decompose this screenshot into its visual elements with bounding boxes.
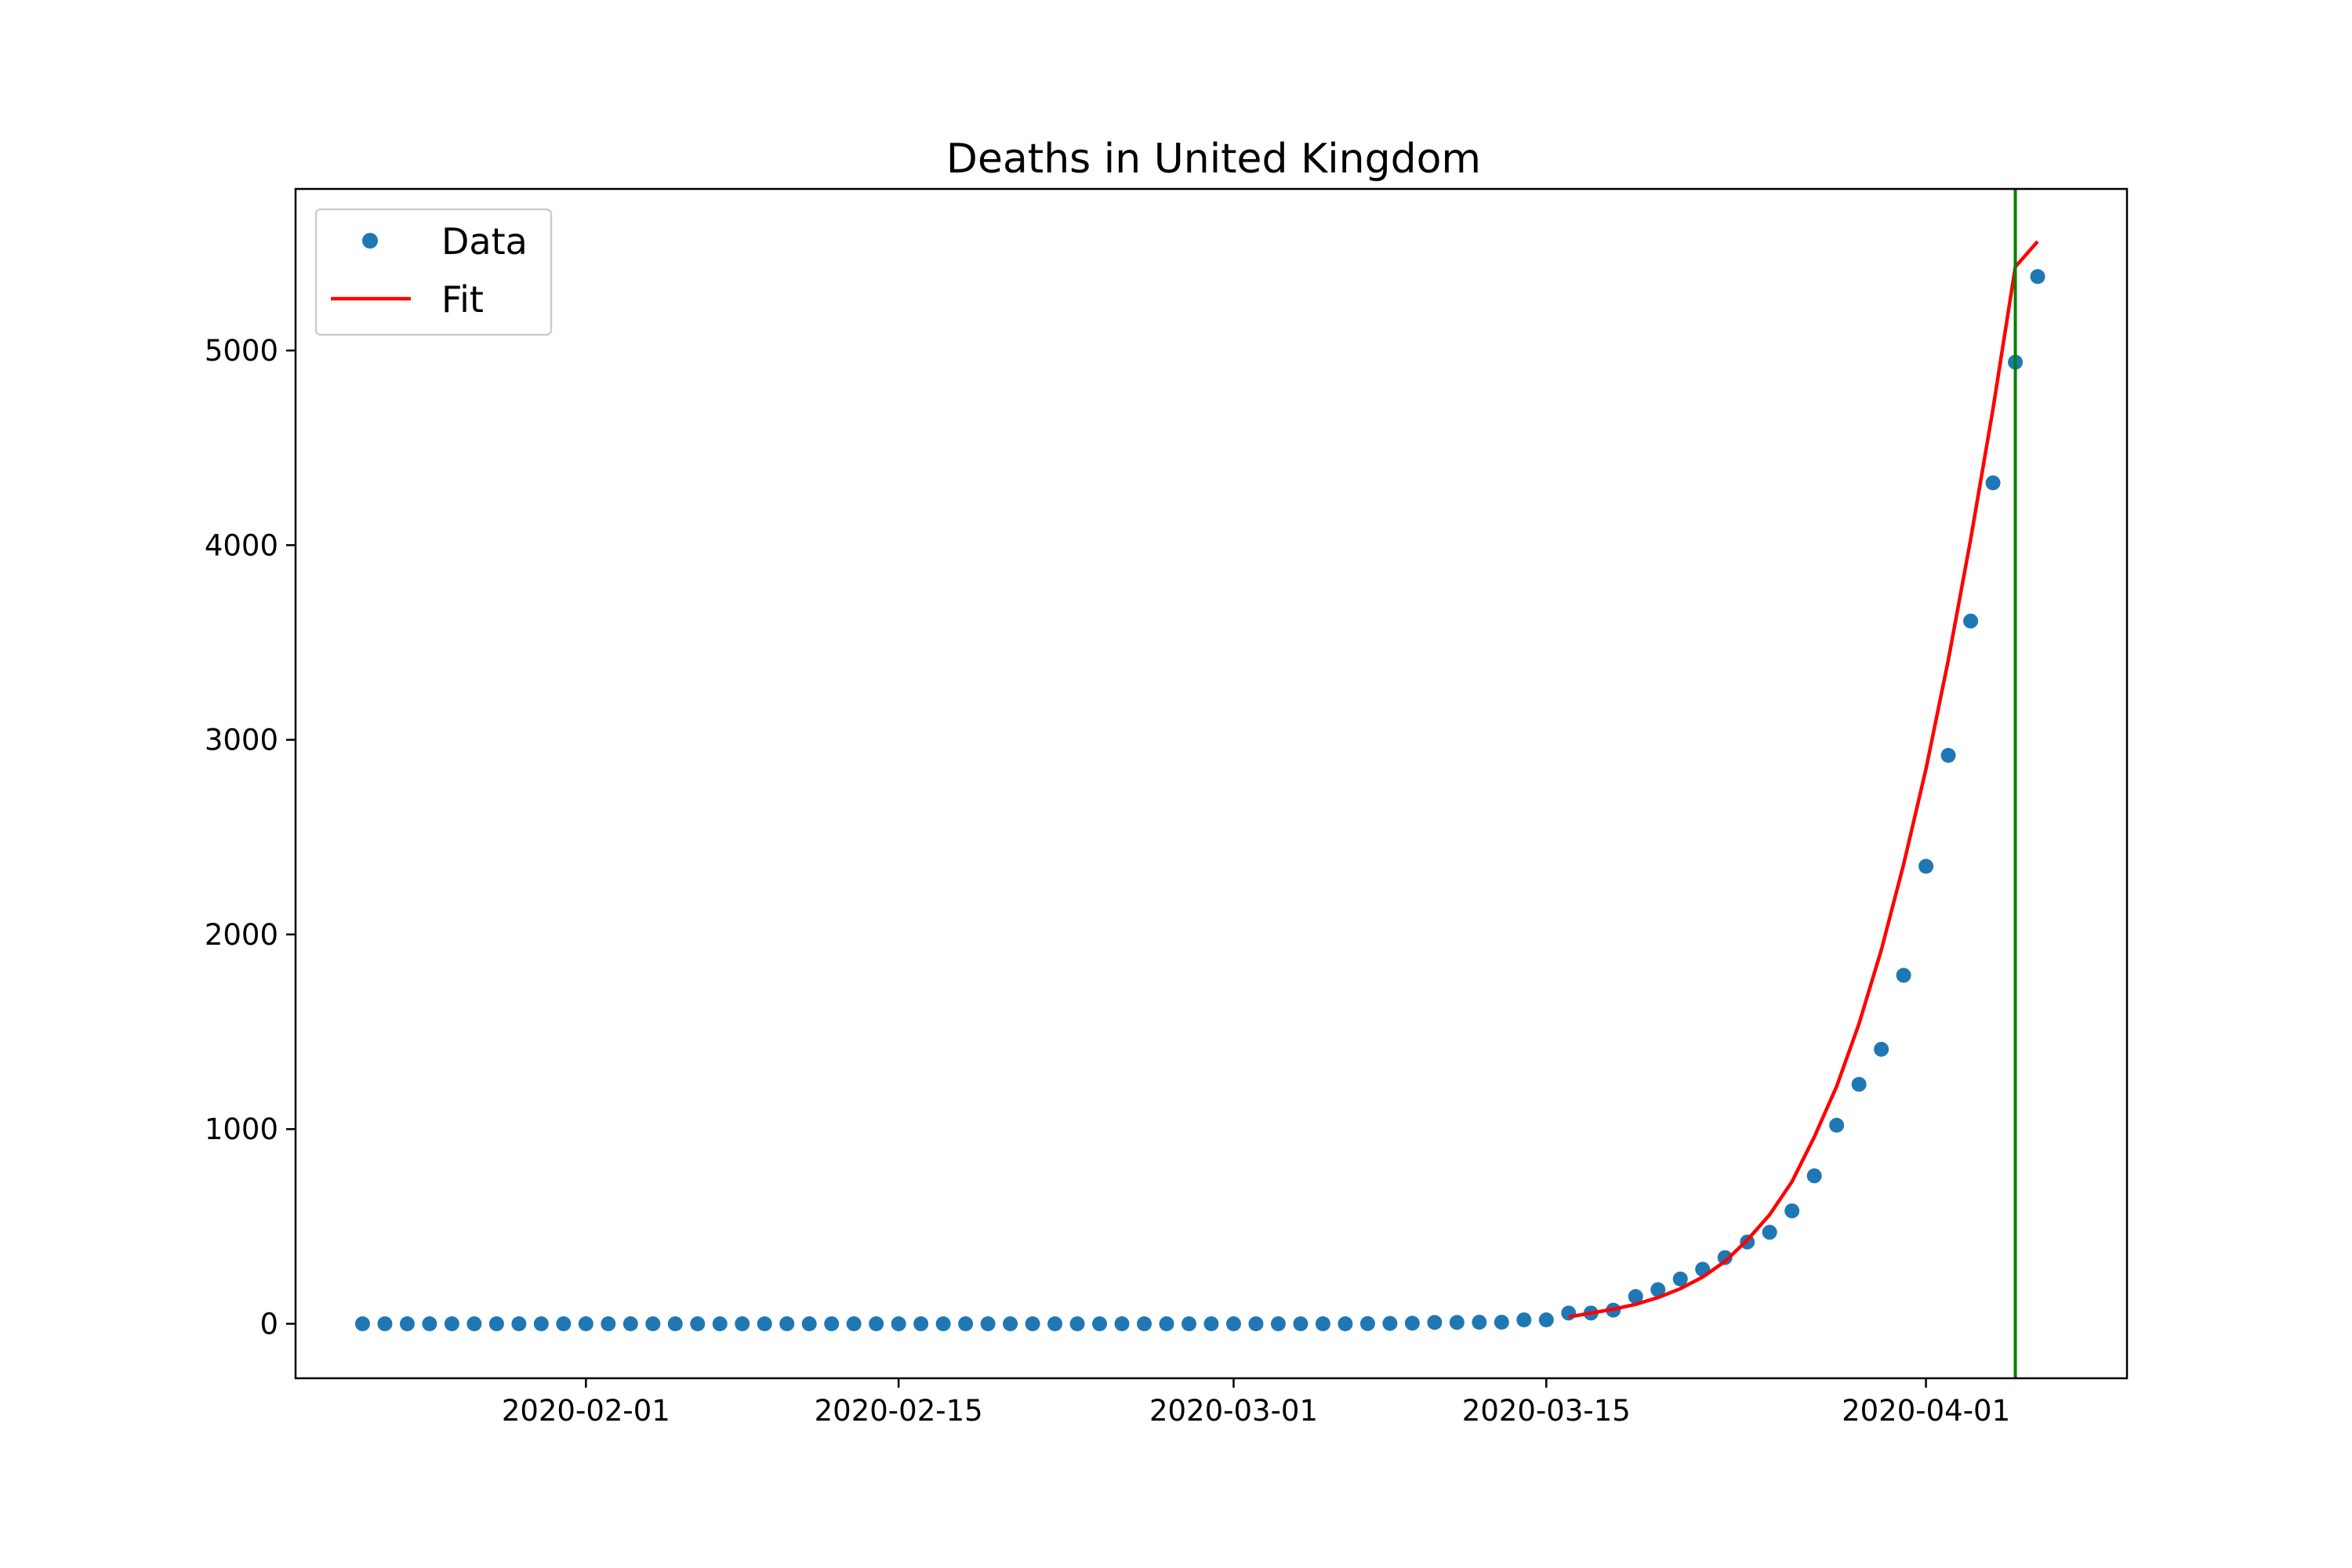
data-point	[466, 1316, 482, 1331]
data-point	[1025, 1316, 1040, 1331]
y-tick-label: 3000	[205, 724, 278, 757]
data-point	[1203, 1316, 1219, 1331]
data-point	[1851, 1076, 1867, 1092]
data-point	[533, 1316, 549, 1331]
data-point	[735, 1316, 750, 1331]
data-point	[1003, 1316, 1018, 1331]
data-point	[1963, 613, 1979, 629]
data-point	[377, 1316, 393, 1331]
data-point	[935, 1316, 951, 1331]
data-point	[801, 1316, 817, 1331]
data-point	[913, 1316, 929, 1331]
fit-line	[1568, 240, 2039, 1319]
data-point	[1449, 1315, 1465, 1330]
data-point	[1874, 1041, 1889, 1057]
x-tick-label: 2020-02-15	[815, 1394, 983, 1428]
axes-frame	[294, 187, 2129, 1380]
data-point	[1114, 1316, 1130, 1331]
data-point	[578, 1316, 593, 1331]
legend-label-fit: Fit	[441, 278, 484, 321]
data-point	[1069, 1316, 1085, 1331]
data-point	[422, 1316, 437, 1331]
data-point	[622, 1316, 638, 1331]
x-tick-label: 2020-02-01	[502, 1394, 670, 1428]
data-point	[1516, 1312, 1532, 1328]
data-point	[1338, 1316, 1353, 1331]
data-point	[869, 1316, 884, 1331]
legend-marker-data	[362, 233, 378, 249]
data-point	[645, 1316, 661, 1331]
data-point	[667, 1316, 683, 1331]
data-point	[354, 1316, 370, 1331]
data-point	[1940, 747, 1956, 763]
data-point	[1225, 1316, 1241, 1331]
data-point	[1472, 1314, 1487, 1330]
data-point	[1359, 1316, 1375, 1331]
data-point	[1293, 1316, 1308, 1331]
data-point	[1538, 1312, 1554, 1328]
data-point	[1382, 1316, 1398, 1331]
data-point	[1561, 1305, 1577, 1321]
y-tick-label: 1000	[205, 1112, 278, 1146]
data-point	[757, 1316, 772, 1331]
data-point	[511, 1316, 527, 1331]
data-point	[1137, 1316, 1152, 1331]
data-point	[1806, 1168, 1822, 1184]
data-point	[712, 1316, 728, 1331]
data-point	[958, 1316, 974, 1331]
data-point	[824, 1316, 840, 1331]
data-point	[1248, 1316, 1264, 1331]
x-tick-label: 2020-03-01	[1149, 1394, 1318, 1428]
data-point	[601, 1316, 616, 1331]
data-point	[1270, 1316, 1286, 1331]
data-point	[444, 1316, 459, 1331]
data-point	[1650, 1282, 1666, 1298]
data-point	[980, 1316, 996, 1331]
data-point	[1404, 1316, 1420, 1331]
data-point	[1918, 858, 1934, 874]
data-point	[1762, 1225, 1777, 1240]
data-point	[1047, 1316, 1063, 1331]
data-point	[1628, 1289, 1643, 1305]
plot-area	[354, 189, 2045, 1378]
y-tick-label: 5000	[205, 334, 278, 368]
data-point	[891, 1316, 906, 1331]
y-tick-label: 4000	[205, 528, 278, 562]
data-point	[779, 1316, 795, 1331]
data-point	[846, 1316, 862, 1331]
data-point	[1672, 1271, 1688, 1287]
y-tick-label: 2000	[205, 918, 278, 952]
data-point	[556, 1316, 572, 1331]
y-tick-label: 0	[260, 1307, 278, 1341]
data-point	[1896, 967, 1911, 983]
data-point	[2030, 269, 2045, 285]
legend: Data Fit	[314, 208, 553, 336]
data-point	[1829, 1117, 1845, 1133]
data-point	[399, 1316, 415, 1331]
axis-ticks: 2020-02-01 2020-02-15 2020-03-01 2020-03-15…	[205, 334, 2010, 1428]
x-tick-label: 2020-04-01	[1842, 1394, 2010, 1428]
data-point	[1494, 1314, 1509, 1330]
legend-label-data: Data	[441, 220, 528, 263]
data-point	[1427, 1315, 1443, 1330]
x-tick-label: 2020-03-15	[1462, 1394, 1631, 1428]
data-point	[1092, 1316, 1108, 1331]
data-point	[1717, 1250, 1733, 1265]
data-point	[488, 1316, 504, 1331]
data-point	[1985, 475, 2001, 491]
data-point	[1315, 1316, 1330, 1331]
data-point	[690, 1316, 706, 1331]
chart-title: Deaths in United Kingdom	[946, 136, 1481, 183]
data-point	[1784, 1203, 1800, 1218]
data-point	[1181, 1316, 1197, 1331]
data-point	[1159, 1316, 1174, 1331]
